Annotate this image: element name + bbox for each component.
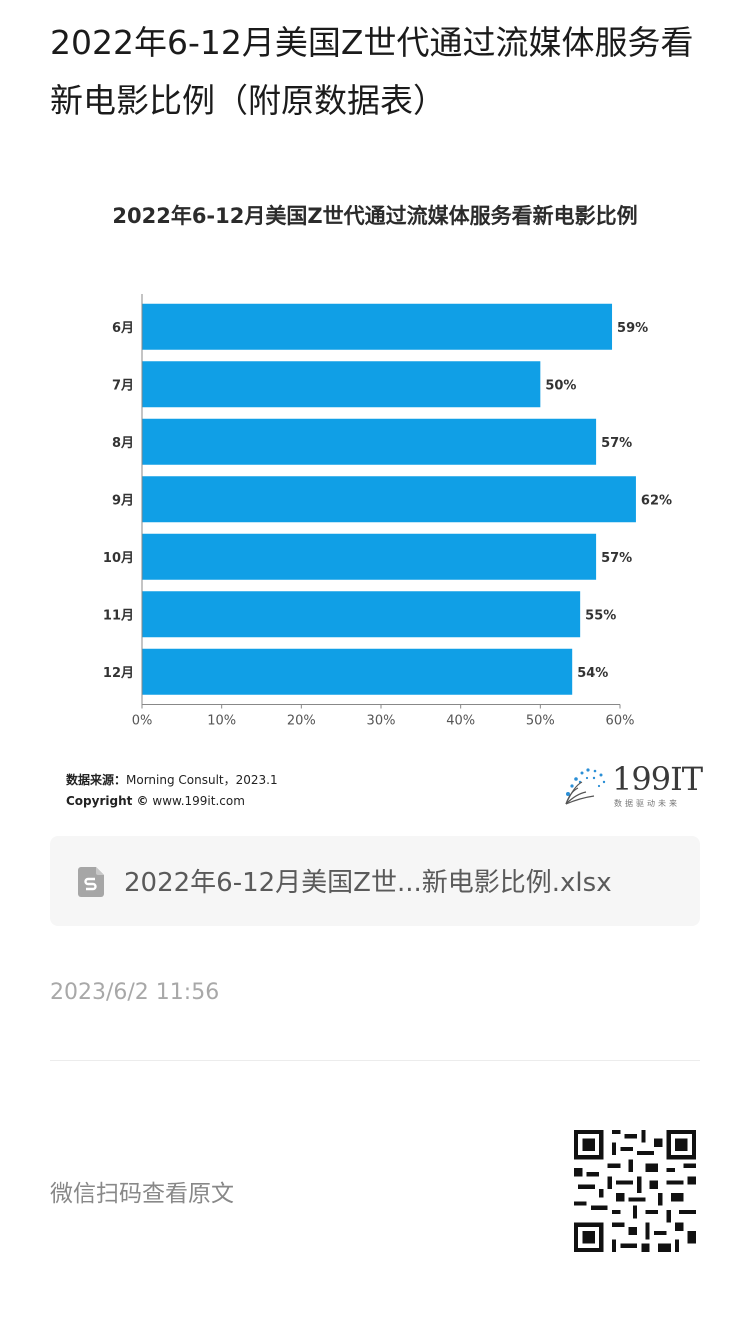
data-label: 54% bbox=[577, 666, 608, 681]
spreadsheet-file-icon bbox=[78, 867, 104, 897]
logo: 199IT 数据驱动未来 bbox=[560, 760, 703, 812]
category-label: 10月 bbox=[103, 551, 134, 566]
copyright-value: www.199it.com bbox=[152, 794, 245, 808]
bar bbox=[142, 591, 581, 638]
qr-code-icon[interactable] bbox=[574, 1130, 696, 1252]
data-label: 57% bbox=[601, 436, 632, 451]
category-label: 9月 bbox=[112, 493, 134, 508]
x-tick-label: 20% bbox=[287, 714, 316, 729]
attachment-card[interactable]: 2022年6-12月美国Z世...新电影比例.xlsx bbox=[50, 836, 700, 926]
publish-timestamp: 2023/6/2 11:56 bbox=[50, 980, 220, 1005]
article-title: 2022年6-12月美国Z世代通过流媒体服务看新电影比例（附原数据表） bbox=[50, 23, 694, 120]
bar bbox=[142, 303, 613, 350]
x-tick-label: 40% bbox=[446, 714, 475, 729]
logo-subtitle: 数据驱动未来 bbox=[614, 799, 680, 808]
bar bbox=[142, 533, 597, 580]
x-tick-label: 10% bbox=[207, 714, 236, 729]
bar bbox=[142, 361, 541, 408]
x-tick-label: 0% bbox=[132, 714, 153, 729]
data-label: 50% bbox=[545, 378, 576, 393]
chart-title: 2022年6-12月美国Z世代通过流媒体服务看新电影比例 bbox=[112, 204, 638, 228]
source-value: Morning Consult，2023.1 bbox=[126, 773, 278, 787]
bar bbox=[142, 418, 597, 465]
category-label: 6月 bbox=[112, 321, 134, 336]
x-tick-label: 30% bbox=[367, 714, 396, 729]
x-tick-label: 60% bbox=[606, 714, 635, 729]
copyright-label: Copyright © bbox=[66, 794, 149, 808]
data-label: 57% bbox=[601, 551, 632, 566]
category-label: 12月 bbox=[103, 666, 134, 681]
chart-image[interactable]: 2022年6-12月美国Z世代通过流媒体服务看新电影比例 6月 59% 7月 50% 8… bbox=[50, 180, 703, 820]
category-label: 7月 bbox=[112, 378, 134, 393]
data-label: 55% bbox=[585, 608, 616, 623]
divider bbox=[50, 1060, 700, 1061]
source-block: 数据来源：Morning Consult，2023.1 Copyright © … bbox=[66, 770, 278, 812]
data-label: 62% bbox=[641, 493, 672, 508]
category-label: 8月 bbox=[112, 436, 134, 451]
logo-text: 199IT bbox=[612, 760, 703, 798]
attachment-filename: 2022年6-12月美国Z世...新电影比例.xlsx bbox=[124, 868, 612, 898]
bar bbox=[142, 648, 573, 695]
dandelion-logo-icon bbox=[565, 768, 606, 805]
bar-chart: 6月 59% 7月 50% 8月 57% 9月 62% 10月 57% 11月 55% 12月 54% 0%… bbox=[103, 294, 672, 729]
source-label: 数据来源： bbox=[66, 773, 127, 787]
scan-qr-text: 微信扫码查看原文 bbox=[50, 1181, 234, 1207]
bar bbox=[142, 476, 636, 523]
data-label: 59% bbox=[617, 321, 648, 336]
category-label: 11月 bbox=[103, 608, 134, 623]
x-tick-label: 50% bbox=[526, 714, 555, 729]
